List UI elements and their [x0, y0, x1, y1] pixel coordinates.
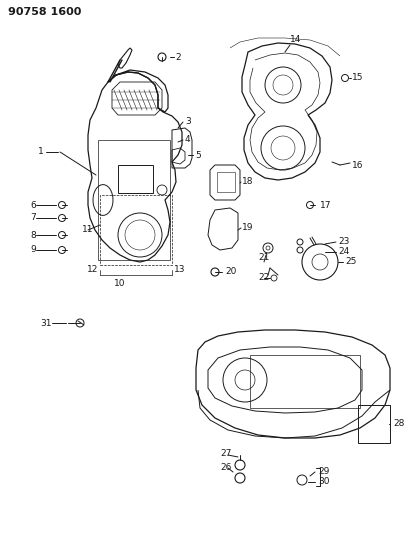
Text: 30: 30	[318, 478, 330, 487]
Text: 1: 1	[38, 148, 44, 157]
Text: 3: 3	[185, 117, 191, 126]
Text: 28: 28	[393, 419, 404, 429]
Text: 22: 22	[258, 273, 269, 282]
Text: 90758 1600: 90758 1600	[8, 7, 81, 17]
Text: 10: 10	[114, 279, 126, 287]
Text: 29: 29	[318, 467, 329, 477]
Text: 14: 14	[290, 36, 302, 44]
Text: 21: 21	[258, 254, 269, 262]
Text: 16: 16	[352, 160, 364, 169]
Text: 27: 27	[220, 448, 231, 457]
Text: 6: 6	[30, 200, 36, 209]
Text: 26: 26	[220, 464, 231, 472]
Text: 19: 19	[242, 223, 253, 232]
Bar	[217, 172, 235, 192]
Text: 5: 5	[195, 150, 201, 159]
Text: 11: 11	[82, 225, 93, 235]
Text: 31: 31	[40, 319, 51, 327]
Text: 4: 4	[185, 135, 191, 144]
Text: 17: 17	[320, 200, 331, 209]
Text: 20: 20	[225, 268, 236, 277]
Text: 8: 8	[30, 230, 36, 239]
Text: 18: 18	[242, 177, 253, 187]
Text: 13: 13	[174, 265, 186, 274]
Text: 9: 9	[30, 246, 36, 254]
Text: 7: 7	[30, 214, 36, 222]
Bar	[358, 405, 390, 443]
Text: 12: 12	[86, 265, 98, 274]
Text: 2: 2	[175, 52, 181, 61]
Text: 23: 23	[338, 238, 349, 246]
Text: 25: 25	[345, 257, 356, 266]
Text: 24: 24	[338, 247, 349, 256]
Bar	[118, 165, 153, 193]
Text: 15: 15	[352, 74, 364, 83]
Bar	[100, 195, 172, 265]
